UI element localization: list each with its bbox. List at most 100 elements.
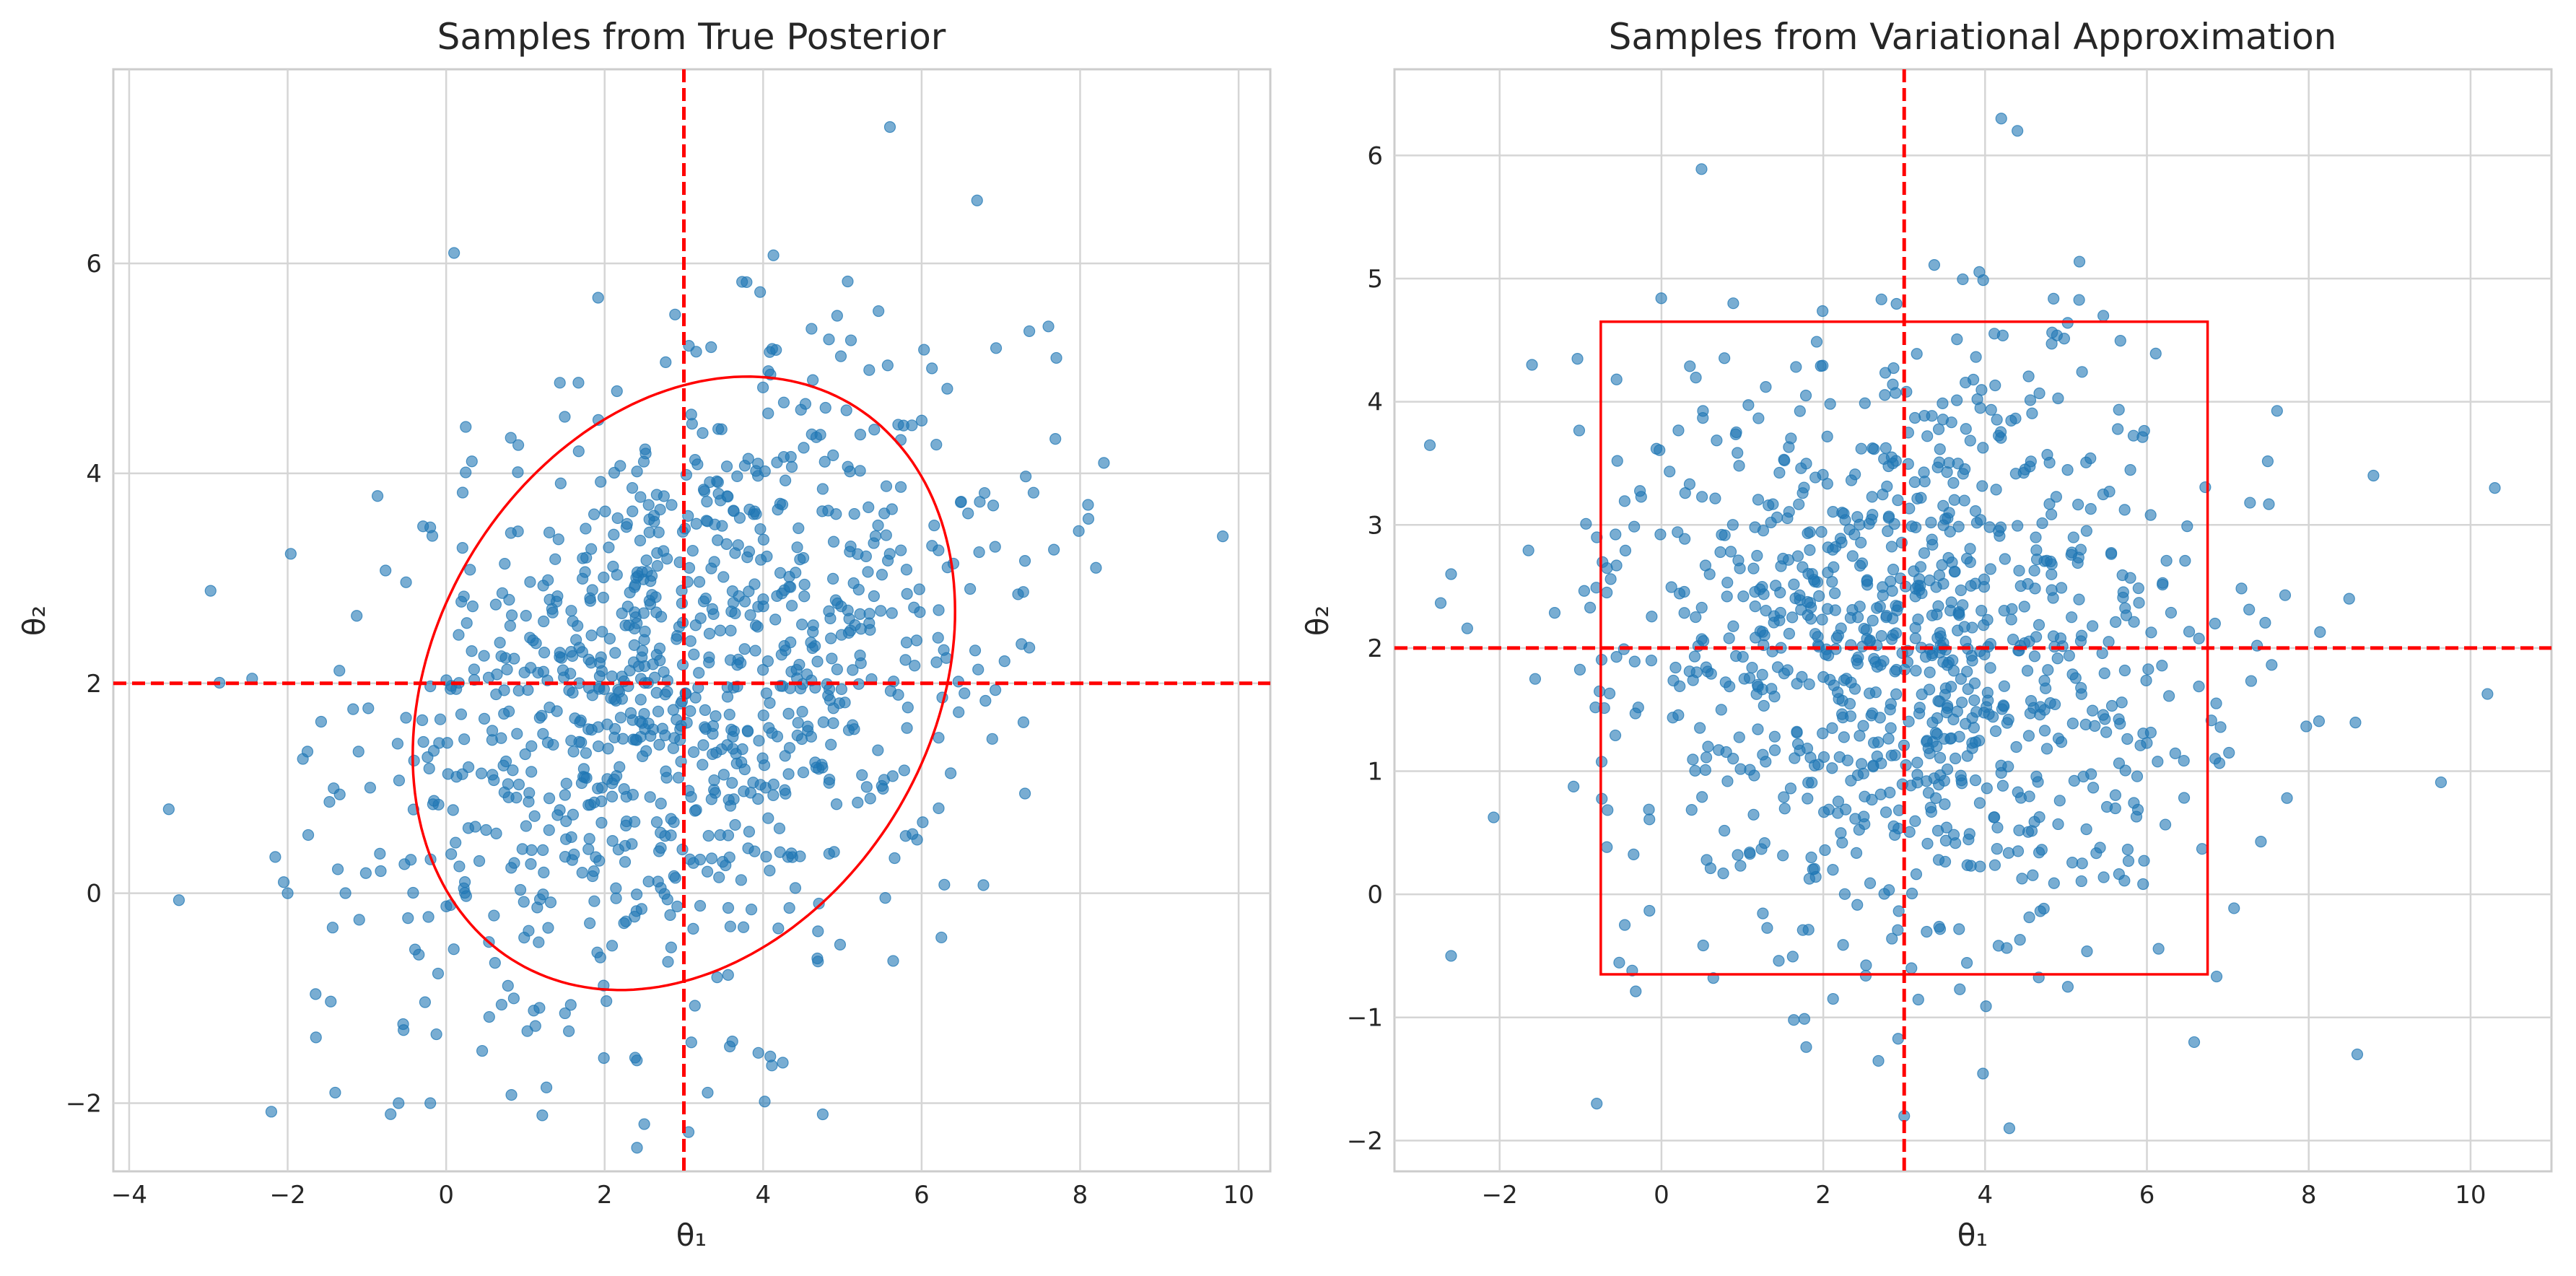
scatter-point — [419, 996, 432, 1008]
scatter-point — [777, 396, 790, 408]
scatter-point — [928, 519, 940, 532]
scatter-point — [637, 455, 650, 468]
scatter-point — [265, 1106, 278, 1118]
scatter-point — [938, 644, 950, 656]
y-tick-label: −2 — [66, 1089, 102, 1118]
scatter-point — [1933, 920, 1945, 933]
scatter-point — [2045, 558, 2058, 570]
scatter-point — [551, 590, 564, 603]
scatter-point — [1839, 514, 1851, 526]
scatter-point — [662, 956, 674, 968]
scatter-point — [1928, 259, 1941, 271]
scatter-point — [325, 995, 337, 1008]
scatter-point — [1700, 751, 1713, 764]
scatter-point — [886, 503, 898, 515]
scatter-point — [502, 979, 514, 992]
scatter-point — [1931, 461, 1944, 473]
scatter-point — [1911, 348, 1923, 360]
scatter-point — [596, 626, 608, 638]
tick-labels: −2 0 2 4 6 8 10 −2 −1 0 1 2 3 4 5 6 — [1347, 141, 2487, 1210]
scatter-point — [1788, 1014, 1800, 1026]
scatter-point — [895, 544, 907, 556]
scatter-point — [1746, 661, 1758, 674]
scatter-point — [793, 522, 805, 535]
scatter-point — [990, 342, 1003, 354]
scatter-point — [730, 757, 743, 769]
scatter-point — [783, 571, 795, 583]
scatter-point — [665, 941, 677, 953]
scatter-point — [1995, 766, 2007, 779]
scatter-point — [1665, 581, 1677, 593]
scatter-point — [1610, 373, 1623, 385]
scatter-point — [1944, 733, 1957, 745]
scatter-point — [1817, 670, 1830, 683]
scatter-point — [565, 831, 577, 844]
scatter-point — [827, 572, 839, 585]
y-tick-label: 0 — [86, 880, 102, 909]
scatter-point — [636, 644, 649, 657]
scatter-point — [824, 694, 837, 707]
scatter-point — [2075, 681, 2087, 694]
scatter-point — [310, 988, 322, 1000]
y-axis-label: θ₂ — [17, 606, 52, 637]
scatter-point — [1850, 847, 1863, 859]
scatter-point — [1434, 597, 1447, 609]
scatter-point — [710, 710, 722, 722]
scatter-point — [1964, 543, 1976, 555]
scatter-point — [2109, 789, 2122, 801]
scatter-point — [901, 722, 913, 734]
scatter-point — [729, 818, 741, 831]
scatter-point — [1951, 333, 1963, 346]
scatter-point — [1970, 351, 1982, 363]
x-tick-label: 10 — [1223, 1181, 1254, 1210]
scatter-point — [881, 359, 894, 372]
scatter-point — [652, 875, 664, 888]
scatter-point — [2118, 504, 2131, 516]
scatter-point — [1843, 698, 1856, 710]
scatter-point — [888, 852, 901, 865]
scatter-point — [873, 305, 885, 318]
scatter-point — [647, 723, 659, 735]
scatter-point — [580, 747, 592, 759]
scatter-point — [697, 427, 709, 440]
scatter-point — [331, 863, 344, 875]
scatter-point — [933, 732, 945, 744]
scatter-point — [785, 450, 797, 463]
scatter-point — [854, 429, 867, 441]
scatter-point — [743, 546, 756, 558]
scatter-point — [1848, 528, 1861, 541]
scatter-point — [1654, 528, 1667, 541]
scatter-point — [840, 404, 852, 416]
scatter-point — [1838, 888, 1851, 900]
scatter-point — [2067, 531, 2079, 543]
scatter-point — [1584, 601, 1597, 614]
scatter-point — [2112, 423, 2124, 435]
scatter-point — [1684, 360, 1696, 372]
scatter-point — [578, 771, 591, 784]
scatter-point — [559, 411, 571, 423]
scatter-point — [1738, 673, 1750, 685]
scatter-point — [1548, 606, 1561, 619]
scatter-point — [872, 519, 884, 532]
scatter-point — [2179, 554, 2191, 567]
scatter-point — [2026, 407, 2038, 419]
scatter-point — [1723, 632, 1735, 644]
scatter-point — [901, 702, 914, 714]
scatter-point — [655, 826, 667, 839]
scatter-point — [868, 537, 880, 549]
scatter-point — [537, 888, 549, 901]
scatter-point — [1879, 389, 1891, 401]
scatter-point — [458, 886, 471, 899]
scatter-point — [735, 874, 747, 886]
scatter-point — [497, 759, 510, 772]
scatter-point — [525, 662, 537, 674]
scatter-point — [380, 564, 392, 577]
scatter-point — [1945, 416, 1957, 429]
scatter-point — [782, 707, 795, 720]
scatter-point — [2266, 659, 2278, 671]
scatter-point — [898, 764, 910, 777]
scatter-point — [440, 900, 453, 912]
scatter-point — [2349, 717, 2362, 729]
scatter-point — [702, 1086, 714, 1099]
scatter-point — [723, 708, 735, 721]
